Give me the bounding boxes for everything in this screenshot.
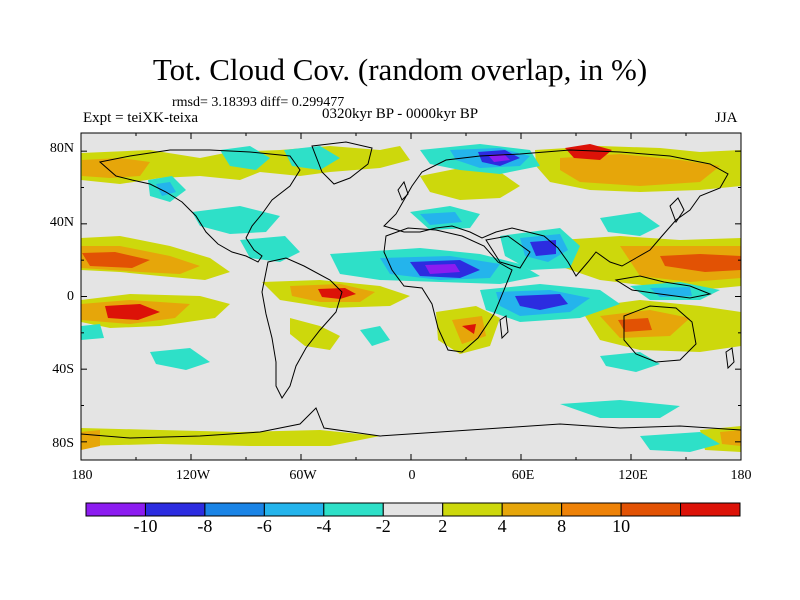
colorbar-swatch <box>144 502 206 517</box>
contour-patch <box>192 206 280 234</box>
colorbar-swatch <box>382 502 444 517</box>
colorbar-label: 8 <box>557 516 567 536</box>
contour-patch <box>150 348 210 370</box>
colorbar-swatch <box>561 502 622 517</box>
contour-patch <box>220 146 270 170</box>
contour-patch <box>720 430 741 446</box>
contour-patch <box>425 264 460 274</box>
coastline-australia <box>623 305 697 363</box>
y-tick-label: 40S <box>52 362 74 377</box>
x-tick-label: 180 <box>71 468 93 483</box>
contour-patch <box>82 158 150 178</box>
coastlines <box>81 141 741 439</box>
colorbar-swatch <box>85 502 146 517</box>
contour-patch <box>640 432 720 452</box>
colorbar-label: 10 <box>612 516 631 536</box>
x-tick-label: 60W <box>289 468 317 483</box>
coastline-south-america <box>261 257 343 399</box>
anomaly-field <box>81 144 741 452</box>
colorbar-label: -2 <box>375 516 391 536</box>
contour-patch <box>530 240 556 256</box>
contour-patch <box>560 154 720 186</box>
coastline-arabia <box>485 235 531 269</box>
stats-label: rmsd= 3.18393 diff= 0.299477 <box>172 95 345 110</box>
contour-patch <box>600 352 660 372</box>
x-tick-label: 120W <box>175 468 211 483</box>
experiment-label: Expt = teiXK-teixa <box>83 110 199 126</box>
coastline-north-america <box>98 149 301 263</box>
colorbar-swatch <box>501 502 563 517</box>
colorbar-label: -8 <box>197 516 213 536</box>
x-tick-label: 120E <box>618 468 648 483</box>
coastline-japan <box>669 197 685 224</box>
contour-patch <box>488 154 510 162</box>
x-tick-label: 60E <box>511 468 535 483</box>
coastline-madagascar <box>499 315 509 340</box>
map-title: Tot. Cloud Cov. (random overlap, in %) <box>152 52 648 87</box>
coastline-antarctica <box>81 407 741 439</box>
contour-patch <box>81 428 380 446</box>
contour-patch <box>240 236 300 262</box>
colorbar-swatch <box>442 502 503 517</box>
colorbar-label: -6 <box>256 516 272 536</box>
contour-patch <box>82 252 150 268</box>
contour-patch <box>618 318 652 332</box>
period-label: 0320kyr BP - 0000kyr BP <box>322 106 479 122</box>
season-label: JJA <box>715 110 738 126</box>
colorbar-label: 4 <box>497 516 507 536</box>
coastline-eurasia <box>383 149 729 277</box>
contour-patch <box>420 212 462 225</box>
y-tick-label: 40N <box>49 215 74 230</box>
colorbar-label: -4 <box>316 516 332 536</box>
contour-patch <box>290 318 340 350</box>
colorbar-swatch <box>204 502 265 517</box>
y-tick-label: 80N <box>49 141 74 156</box>
colorbar-label: -10 <box>133 516 158 536</box>
coastline-uk <box>397 180 409 201</box>
colorbar-swatch <box>620 502 682 517</box>
x-tick-label: 180 <box>730 468 752 483</box>
contour-patch <box>565 144 612 160</box>
contour-patch <box>318 288 356 299</box>
contour-patch <box>600 212 660 236</box>
contour-patch <box>81 324 104 340</box>
contour-patch <box>360 326 390 346</box>
contour-patch <box>284 146 340 170</box>
contour-patch <box>660 254 741 272</box>
coastline-africa <box>383 227 513 353</box>
contour-patch <box>156 182 176 196</box>
coastline-new-zealand <box>725 347 735 370</box>
contour-patch <box>420 168 520 200</box>
axis-ticks <box>80 133 742 460</box>
contour-patch <box>462 324 476 334</box>
colorbar-swatch <box>680 502 741 517</box>
contour-patch <box>560 400 680 418</box>
colorbar-swatch <box>323 502 384 517</box>
coastline-indonesia <box>614 275 712 299</box>
colorbar-label: 2 <box>438 516 448 536</box>
map-panel <box>80 132 742 461</box>
contour-patch <box>515 294 568 310</box>
colorbar-swatch <box>263 502 325 517</box>
contour-patch <box>105 304 160 320</box>
coastline-greenland <box>311 141 373 185</box>
colorbar <box>85 502 741 517</box>
y-tick-label: 0 <box>67 289 74 304</box>
y-tick-label: 80S <box>52 436 74 451</box>
x-tick-label: 0 <box>408 468 416 483</box>
